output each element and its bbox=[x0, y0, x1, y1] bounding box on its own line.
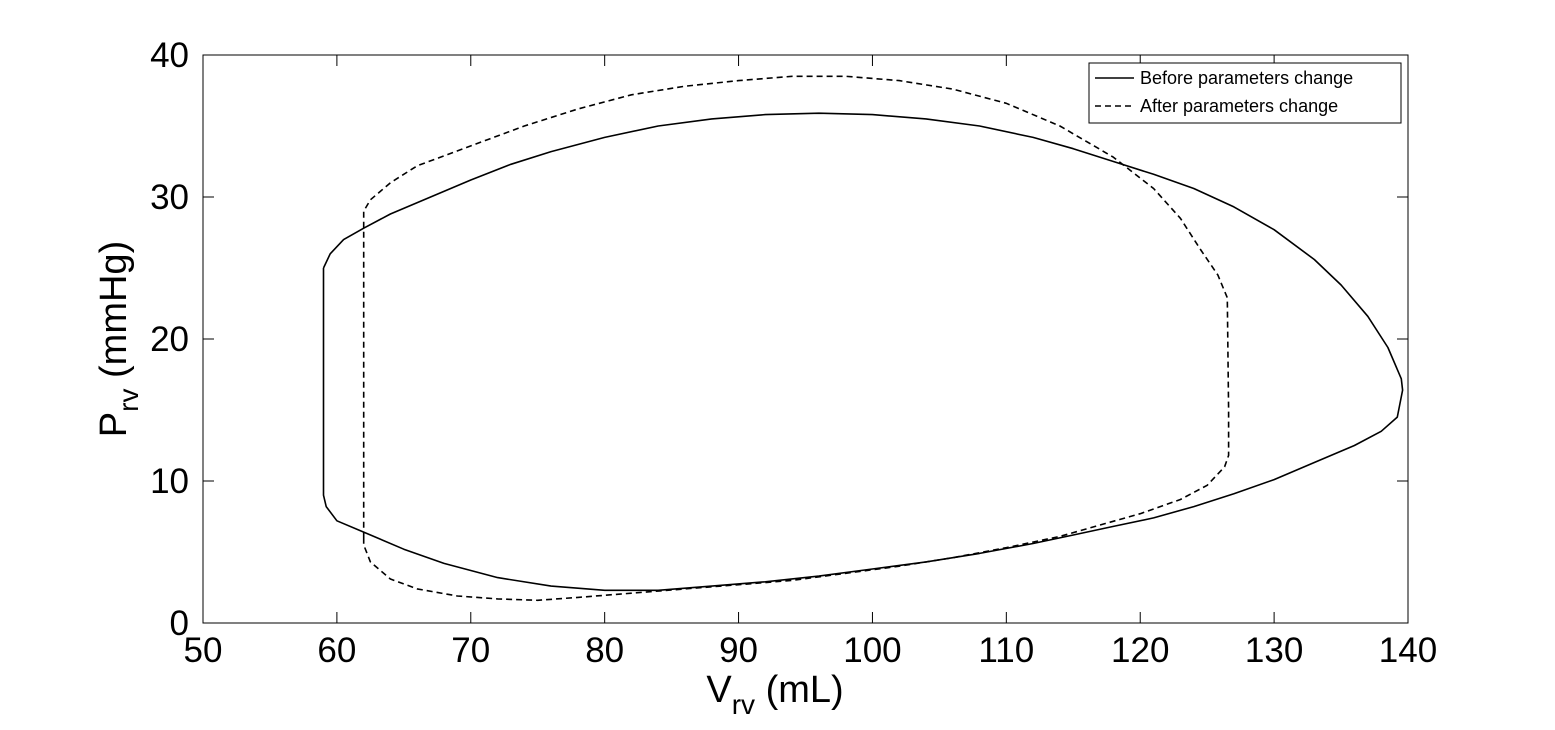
series-line-before bbox=[322, 112, 1404, 592]
x-axis-label-unit: (mL) bbox=[755, 669, 844, 711]
plot-area bbox=[202, 54, 1409, 624]
x-axis-label: Vrv (mL) bbox=[706, 669, 843, 720]
x-tick-label: 60 bbox=[317, 631, 356, 670]
y-axis-label-unit: (mmHg) bbox=[93, 241, 135, 389]
y-tick-label: 30 bbox=[150, 178, 189, 217]
y-axis-label: Prv (mmHg) bbox=[93, 241, 144, 437]
y-tick-label: 40 bbox=[150, 36, 189, 75]
y-tick-label: 10 bbox=[150, 462, 189, 501]
legend-label-after: After parameters change bbox=[1140, 96, 1338, 116]
y-axis-label-main: P bbox=[93, 412, 135, 437]
x-axis-label-main: V bbox=[706, 669, 732, 711]
x-tick-label: 120 bbox=[1111, 631, 1169, 670]
series-line-after bbox=[362, 75, 1230, 602]
y-axis-label-subscript: rv bbox=[113, 389, 144, 412]
x-tick-label: 70 bbox=[451, 631, 490, 670]
y-tick-label: 0 bbox=[170, 604, 189, 643]
y-tick-label: 20 bbox=[150, 320, 189, 359]
legend-box bbox=[1088, 62, 1402, 124]
x-tick-label: 130 bbox=[1245, 631, 1303, 670]
x-axis-label-subscript: rv bbox=[732, 689, 755, 720]
x-tick-label: 140 bbox=[1379, 631, 1437, 670]
legend-label-before: Before parameters change bbox=[1140, 68, 1353, 88]
tick-layer: 50 60 70 80 90 100 110 120 130 140 0 10 20 30 40 bbox=[150, 36, 1437, 670]
legend: Before parameters change After parameter… bbox=[1088, 62, 1402, 124]
x-tick-label: 90 bbox=[719, 631, 758, 670]
series-layer bbox=[322, 75, 1404, 602]
x-tick-label: 110 bbox=[978, 631, 1034, 670]
x-tick-label: 80 bbox=[585, 631, 624, 670]
x-tick-label: 100 bbox=[843, 631, 901, 670]
x-tick-label: 50 bbox=[184, 631, 223, 670]
